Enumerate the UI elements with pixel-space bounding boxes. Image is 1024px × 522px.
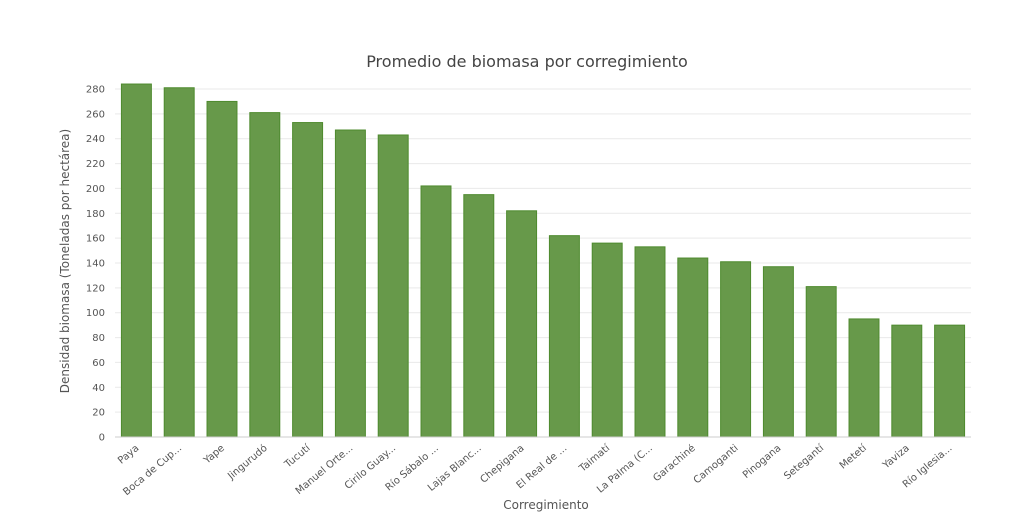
y-tick-label: 220 <box>86 159 105 170</box>
bar[interactable] <box>420 185 452 438</box>
bar[interactable] <box>334 129 366 438</box>
bar[interactable] <box>591 242 623 438</box>
y-tick-label: 160 <box>86 234 105 245</box>
chart-title: Promedio de biomasa por corregimiento <box>366 52 688 71</box>
y-tick-label: 80 <box>92 333 105 344</box>
bars <box>120 83 966 438</box>
bar[interactable] <box>762 266 794 438</box>
x-tick-label: Setegantí <box>782 441 827 482</box>
y-axis-label: Densidad biomasa (Toneladas por hectárea… <box>58 129 72 393</box>
bar[interactable] <box>677 257 709 438</box>
y-tick-label: 40 <box>92 383 105 394</box>
bar[interactable] <box>377 134 409 438</box>
y-tick-label: 140 <box>86 259 105 270</box>
bar[interactable] <box>934 324 966 438</box>
grid-lines <box>115 88 971 413</box>
y-axis-ticks: 0 20 40 60 80 100 120 140 160 180 200 220 240 260 280 <box>86 85 105 444</box>
y-tick-label: 60 <box>92 358 105 369</box>
x-tick-label: Taimatí <box>576 441 613 475</box>
y-tick-label: 240 <box>86 134 105 145</box>
x-tick-label: Camoganti <box>692 443 741 486</box>
bar[interactable] <box>634 246 666 438</box>
bar[interactable] <box>548 235 580 438</box>
bar[interactable] <box>891 324 923 438</box>
bar[interactable] <box>720 261 752 438</box>
y-tick-label: 0 <box>99 433 105 444</box>
x-tick-label: Metetí <box>837 441 870 471</box>
y-tick-label: 200 <box>86 184 105 195</box>
x-tick-label: Paya <box>116 443 141 467</box>
bar[interactable] <box>506 210 538 438</box>
bar[interactable] <box>848 318 880 438</box>
y-tick-label: 20 <box>92 408 105 419</box>
bar[interactable] <box>206 100 238 438</box>
y-tick-label: 120 <box>86 283 105 294</box>
bar[interactable] <box>163 87 195 438</box>
x-tick-label: Yaviza <box>880 443 912 472</box>
bar[interactable] <box>249 112 281 438</box>
bar[interactable] <box>120 83 152 438</box>
y-tick-label: 280 <box>86 85 105 96</box>
bar[interactable] <box>292 122 324 438</box>
y-tick-label: 100 <box>86 308 105 319</box>
x-tick-label: Jingurudó <box>225 442 270 482</box>
x-axis-label: Corregimiento <box>503 498 589 512</box>
y-tick-label: 180 <box>86 209 105 220</box>
y-tick-label: 260 <box>86 109 105 120</box>
x-tick-label: Pinogana <box>741 443 783 481</box>
x-tick-label: Tucutí <box>281 441 313 471</box>
bar[interactable] <box>805 286 837 438</box>
bar[interactable] <box>463 194 495 438</box>
x-tick-label: Yape <box>201 443 227 467</box>
